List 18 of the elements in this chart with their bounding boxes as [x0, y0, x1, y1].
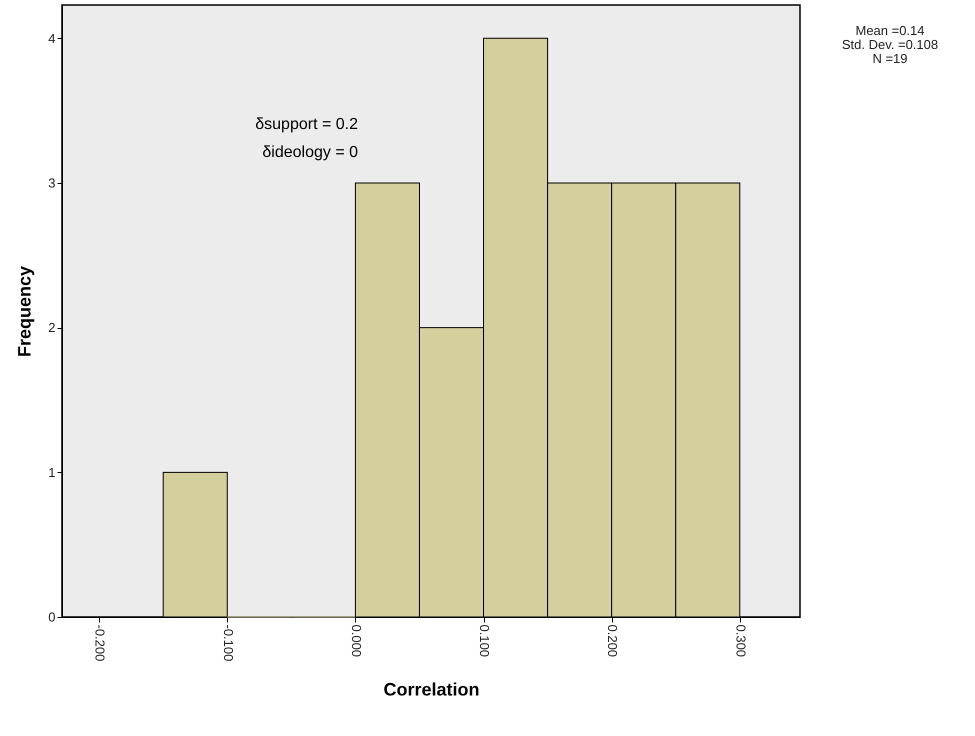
annotation: δsupport = 0.2	[255, 116, 358, 134]
y-tick-label: 2	[48, 320, 56, 336]
annotation: δideology = 0	[262, 144, 358, 162]
x-tick-label: 0.100	[477, 624, 492, 658]
y-axis-title: Frequency	[14, 266, 34, 358]
text: N =19	[871, 51, 909, 66]
y-tick-label: 0	[48, 610, 56, 624]
x-tick-label: 0.200	[605, 624, 620, 658]
x-tick-label: -0.100	[220, 624, 236, 662]
text: Std. Dev. =0.108	[840, 37, 940, 52]
x-tick-label: 0.000	[348, 624, 364, 658]
text: Mean =0.14	[854, 23, 926, 38]
x-axis-title: Correlation	[383, 679, 480, 700]
x-tick-label: -0.200	[92, 624, 108, 662]
y-tick-label: 3	[48, 175, 56, 190]
y-tick-label: 1	[48, 464, 56, 480]
x-tick-label: 0.300	[733, 624, 748, 658]
y-tick-label: 4	[48, 30, 56, 46]
